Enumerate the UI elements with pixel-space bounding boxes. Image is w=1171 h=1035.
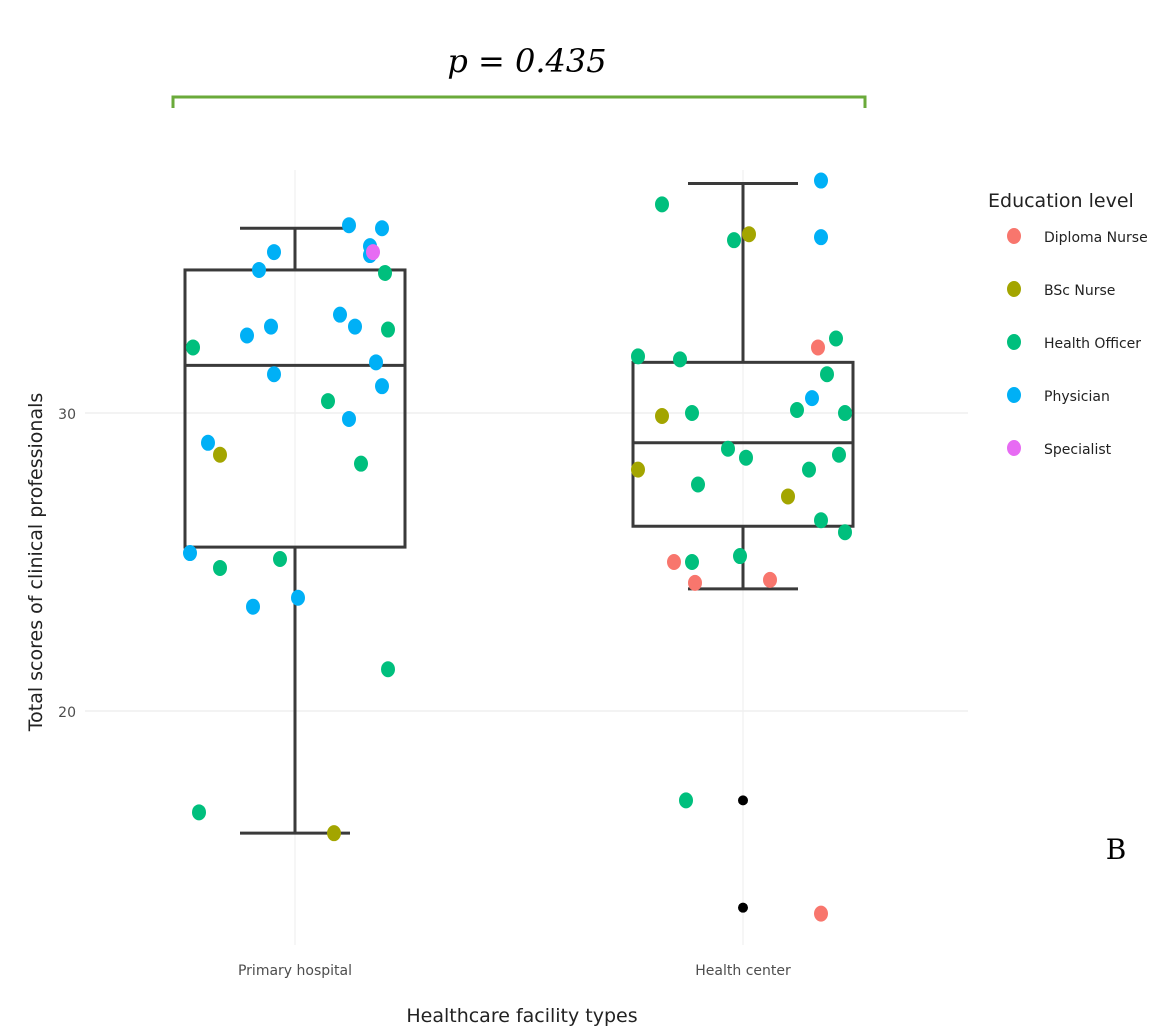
data-point [252,261,266,278]
legend-label: Health Officer [1044,336,1141,352]
legend-key [1007,440,1021,456]
data-point [814,172,828,189]
data-point [802,461,816,478]
box-health-center [631,182,855,591]
x-axis-label: Healthcare facility types [406,1005,637,1027]
data-point [814,905,828,922]
points [183,172,852,922]
data-point [375,378,389,395]
data-point [790,402,804,419]
data-point [342,217,356,234]
data-point [327,825,341,842]
data-point [691,476,705,493]
y-tick-label: 30 [58,407,76,423]
data-point [838,405,852,421]
data-point [814,229,828,246]
data-point [348,318,362,335]
x-ticks: Primary hospital Health center [238,963,791,979]
data-point [342,410,356,427]
data-point [366,244,380,261]
data-point [291,589,305,606]
grid [85,170,968,945]
box-iqr [183,268,407,549]
legend-label: BSc Nurse [1044,283,1115,299]
data-point [763,571,777,588]
data-point [688,574,702,591]
data-point [631,348,645,365]
legend-item: Specialist [1007,440,1112,458]
data-point [733,548,747,565]
data-point [378,264,392,281]
data-point [838,524,852,541]
data-point [667,554,681,570]
data-point [267,366,281,383]
data-point [781,488,795,505]
legend-key [1007,281,1021,297]
data-point [739,449,753,466]
data-point [183,545,197,562]
data-point [192,804,206,821]
outlier-point [738,902,748,913]
p-value-annotation: p = 0.435 [447,42,606,80]
data-point [721,440,735,457]
significance-bracket [171,95,867,108]
data-point [727,232,741,249]
data-point [685,554,699,570]
panel-label: B [1106,833,1127,866]
legend-key [1007,334,1021,350]
data-point [631,461,645,478]
data-point [805,390,819,407]
data-point [814,512,828,529]
data-point [213,446,227,463]
data-point [240,327,254,344]
legend-key [1007,228,1021,244]
data-point [685,405,699,421]
legend-item: Physician [1007,387,1110,405]
data-point [742,226,756,243]
outlier-point [738,795,748,806]
data-point [354,455,368,472]
data-point [267,244,281,261]
data-point [375,220,389,237]
data-point [264,318,278,335]
legend-label: Physician [1044,389,1110,405]
data-point [201,434,215,451]
data-point [832,446,846,463]
legend-key [1007,387,1021,403]
legend-label: Specialist [1044,442,1112,458]
data-point [381,321,395,338]
data-point [820,366,834,383]
data-point [246,598,260,615]
data-point [369,354,383,371]
legend: Education level Diploma Nurse BSc Nurse He… [988,190,1148,458]
legend-item: Health Officer [1007,334,1141,352]
x-tick-label: Health center [695,963,791,979]
data-point [811,339,825,356]
data-point [273,551,287,568]
data-point [655,196,669,213]
y-tick-label: 20 [58,705,76,721]
legend-label: Diploma Nurse [1044,230,1148,246]
data-point [655,407,669,424]
x-tick-label: Primary hospital [238,963,352,979]
legend-title: Education level [988,190,1134,212]
legend-item: BSc Nurse [1007,281,1115,299]
data-point [186,339,200,356]
legend-item: Diploma Nurse [1007,228,1148,246]
data-point [381,661,395,678]
data-point [673,351,687,368]
data-point [321,393,335,410]
data-point [679,792,693,809]
boxes [183,182,855,913]
data-point [333,306,347,323]
data-point [213,559,227,576]
data-point [829,330,843,347]
y-axis-label: Total scores of clinical professionals [25,393,47,733]
